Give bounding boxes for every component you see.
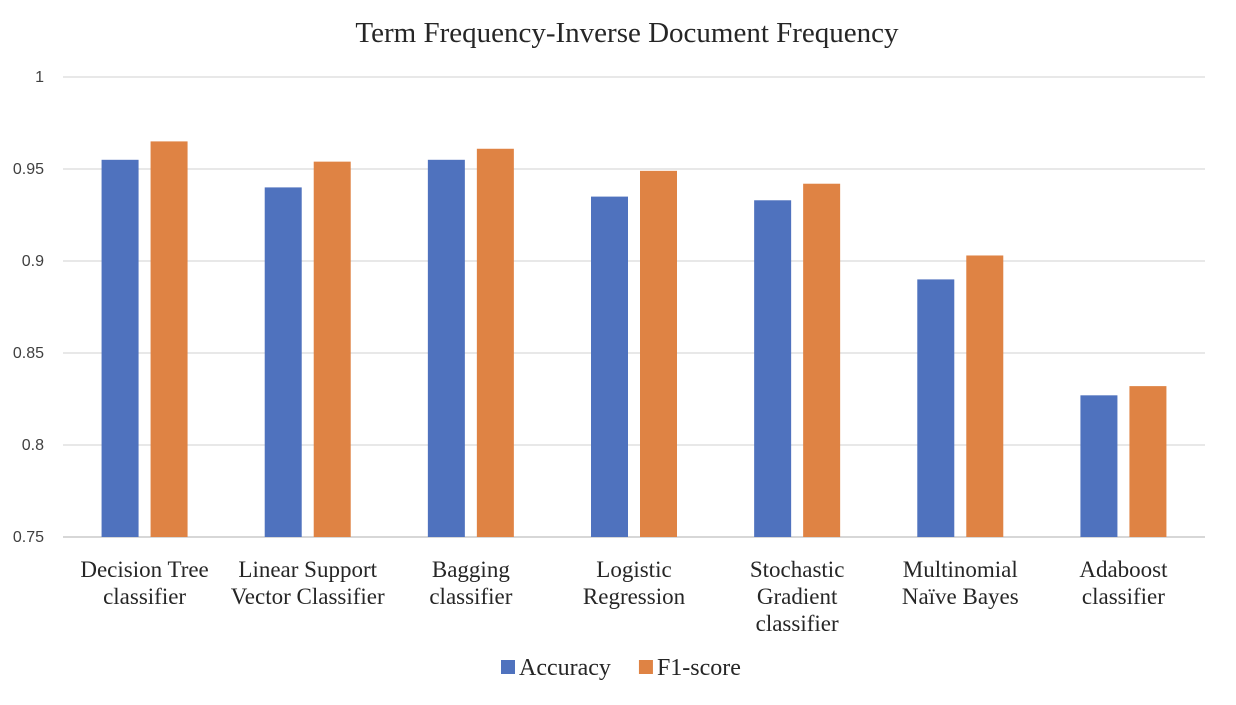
bar-accuracy (427, 159, 465, 538)
x-tick-label-line: Multinomial (903, 557, 1018, 582)
bar-accuracy (101, 159, 139, 538)
x-tick-label-line: classifier (429, 584, 512, 609)
x-tick-label-line: Logistic (596, 557, 671, 582)
x-tick-label: Stochastic Gradient classifier (750, 557, 845, 636)
bar-accuracy (264, 187, 302, 537)
legend-swatch (638, 660, 653, 674)
x-tick-label: Multinomial Naïve Bayes (902, 557, 1019, 609)
x-tick-label-line: classifier (1082, 584, 1165, 609)
x-tick-label-line: Gradient (757, 584, 838, 609)
legend: Accuracy F1-score (501, 655, 741, 681)
x-tick-label-line: Stochastic (750, 557, 845, 582)
bar-f1-score (966, 255, 1004, 538)
bar-f1-score (476, 148, 514, 537)
x-tick-label-line: classifier (756, 611, 839, 636)
x-tick-label-line: Adaboost (1079, 557, 1168, 582)
x-tick-label-line: Regression (583, 584, 686, 609)
y-tick-label: 0.95 (13, 161, 44, 178)
y-tick-label: 1 (35, 69, 44, 86)
chart-title: Term Frequency-Inverse Document Frequenc… (355, 17, 899, 49)
legend-label: F1-score (657, 655, 741, 681)
x-tick-label-line: classifier (103, 584, 186, 609)
x-tick-label-line: Vector Classifier (231, 584, 385, 609)
x-tick-label-line: Bagging (432, 557, 510, 582)
y-tick-label: 0.75 (13, 529, 44, 546)
bar-accuracy (591, 196, 628, 537)
bar-f1-score (1129, 386, 1167, 537)
bar-accuracy (1080, 395, 1118, 537)
x-tick-label: Decision Tree classifier (80, 557, 208, 609)
grid-layer: 0.75 0.8 0.85 0.9 0.95 1 (13, 69, 1205, 546)
bar-f1-score (803, 183, 841, 537)
y-tick-label: 0.85 (13, 345, 44, 362)
x-tick-label-line: Linear Support (238, 557, 377, 582)
legend-label: Accuracy (519, 655, 611, 681)
x-tick-label-line: Naïve Bayes (902, 584, 1019, 609)
bar-accuracy (754, 200, 792, 537)
x-tick-label: Bagging classifier (429, 557, 512, 609)
bars-layer (101, 141, 1167, 538)
bar-f1-score (313, 161, 351, 537)
x-tick-label: Linear Support Vector Classifier (231, 557, 385, 609)
bar-f1-score (150, 141, 188, 537)
x-tick-label: Adaboost classifier (1079, 557, 1168, 609)
y-tick-label: 0.9 (22, 253, 44, 270)
x-tick-label: Logistic Regression (583, 557, 686, 609)
bar-f1-score (640, 170, 677, 537)
x-tick-label-line: Decision Tree (80, 557, 208, 582)
y-tick-label: 0.8 (22, 437, 44, 454)
legend-swatch (501, 660, 515, 674)
bar-accuracy (917, 279, 955, 537)
